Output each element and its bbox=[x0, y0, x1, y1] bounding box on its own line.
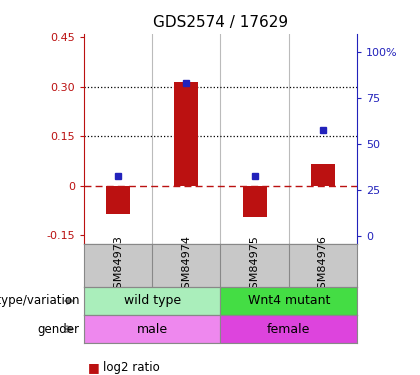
Bar bbox=[84, 287, 220, 315]
Text: GSM84973: GSM84973 bbox=[113, 235, 123, 296]
Text: wild type: wild type bbox=[123, 294, 181, 307]
Text: Wnt4 mutant: Wnt4 mutant bbox=[247, 294, 330, 307]
Title: GDS2574 / 17629: GDS2574 / 17629 bbox=[153, 15, 288, 30]
Bar bbox=[106, 186, 130, 214]
Text: GSM84974: GSM84974 bbox=[181, 235, 192, 296]
Bar bbox=[243, 186, 267, 217]
Text: female: female bbox=[267, 322, 310, 336]
Text: genotype/variation: genotype/variation bbox=[0, 294, 80, 307]
Bar bbox=[84, 315, 220, 343]
Text: ■: ■ bbox=[88, 361, 100, 374]
Text: gender: gender bbox=[38, 322, 80, 336]
Bar bbox=[220, 287, 357, 315]
Text: male: male bbox=[136, 322, 168, 336]
Bar bbox=[220, 315, 357, 343]
Text: GSM84976: GSM84976 bbox=[318, 235, 328, 296]
Bar bbox=[311, 164, 335, 186]
Bar bbox=[174, 82, 198, 186]
Text: log2 ratio: log2 ratio bbox=[103, 361, 160, 374]
Text: GSM84975: GSM84975 bbox=[249, 235, 260, 296]
